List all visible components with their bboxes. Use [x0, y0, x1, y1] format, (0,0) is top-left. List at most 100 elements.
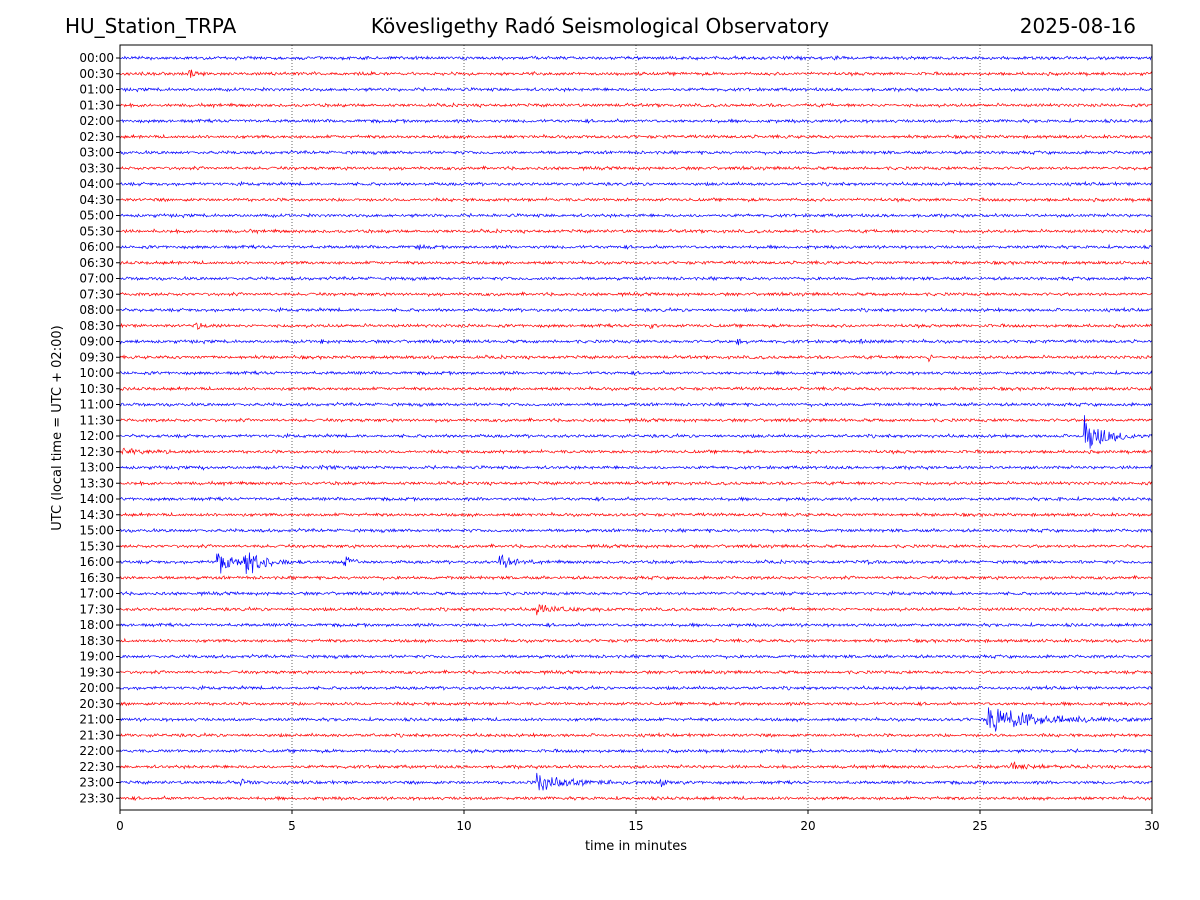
x-tick-label: 15 — [628, 819, 643, 833]
y-tick-label: 15:30 — [79, 539, 114, 553]
y-tick-label: 08:30 — [79, 319, 114, 333]
y-tick-label: 20:00 — [79, 681, 114, 695]
trace-2330 — [119, 795, 1153, 802]
y-tick-label: 11:00 — [79, 398, 114, 412]
x-tick-label: 30 — [1144, 819, 1159, 833]
y-tick-label: 04:30 — [79, 193, 114, 207]
y-tick-label: 02:30 — [79, 130, 114, 144]
trace-0830 — [119, 322, 1153, 331]
y-tick-label: 08:00 — [79, 303, 114, 317]
trace-0200 — [119, 117, 1153, 125]
trace-1600 — [119, 552, 1153, 574]
trace-1130 — [119, 417, 1153, 424]
x-tick-label: 0 — [116, 819, 124, 833]
trace-1100 — [119, 401, 1153, 408]
x-tick-label: 25 — [972, 819, 987, 833]
y-tick-label: 17:00 — [79, 587, 114, 601]
trace-1030 — [119, 385, 1153, 392]
trace-1300 — [119, 464, 1153, 471]
y-tick-label: 12:30 — [79, 445, 114, 459]
y-tick-label: 17:30 — [79, 602, 114, 616]
trace-1230 — [119, 447, 1153, 456]
trace-2300 — [119, 772, 1153, 791]
y-tick-label: 01:30 — [79, 98, 114, 112]
y-tick-label: 14:00 — [79, 492, 114, 506]
y-tick-label: 16:00 — [79, 555, 114, 569]
y-tick-label: 00:30 — [79, 67, 114, 81]
grid-lines — [291, 45, 981, 810]
x-axis-ticks: 0 5 10 15 20 25 30 — [116, 810, 1160, 833]
trace-rows — [119, 55, 1153, 802]
trace-0030 — [119, 69, 1153, 78]
y-tick-label: 06:00 — [79, 240, 114, 254]
y-axis-label: UTC (local time = UTC + 02:00) — [50, 325, 65, 530]
trace-2000 — [119, 684, 1153, 691]
y-tick-label: 10:00 — [79, 366, 114, 380]
y-tick-label: 07:00 — [79, 272, 114, 286]
record-date: 2025-08-16 — [1019, 14, 1136, 38]
y-tick-label: 05:30 — [79, 224, 114, 238]
y-tick-label: 22:00 — [79, 744, 114, 758]
trace-0230 — [119, 133, 1153, 140]
y-tick-label: 15:00 — [79, 524, 114, 538]
x-axis-label: time in minutes — [585, 839, 687, 854]
y-tick-label: 22:30 — [79, 760, 114, 774]
trace-1530 — [119, 543, 1153, 550]
y-tick-label: 00:00 — [79, 51, 114, 65]
trace-0600 — [119, 243, 1153, 251]
y-tick-label: 11:30 — [79, 413, 114, 427]
y-tick-label: 07:30 — [79, 287, 114, 301]
trace-0900 — [119, 338, 1153, 346]
y-tick-label: 13:30 — [79, 476, 114, 490]
trace-0700 — [119, 275, 1153, 282]
y-tick-label: 20:30 — [79, 697, 114, 711]
y-tick-label: 19:00 — [79, 650, 114, 664]
trace-0430 — [119, 196, 1153, 203]
y-tick-label: 14:30 — [79, 508, 114, 522]
x-tick-label: 10 — [456, 819, 471, 833]
y-tick-label: 23:00 — [79, 776, 114, 790]
y-tick-label: 04:00 — [79, 177, 114, 191]
trace-0130 — [119, 102, 1153, 109]
y-tick-label: 09:30 — [79, 350, 114, 364]
y-tick-label: 12:00 — [79, 429, 114, 443]
trace-2030 — [119, 700, 1153, 707]
y-tick-label: 18:30 — [79, 634, 114, 648]
trace-0630 — [119, 259, 1153, 266]
trace-1800 — [119, 621, 1153, 629]
y-tick-label: 23:30 — [79, 791, 114, 805]
trace-1900 — [119, 653, 1153, 660]
trace-0300 — [119, 149, 1153, 156]
observatory-title: Kövesligethy Radó Seismological Observat… — [370, 14, 830, 38]
trace-1400 — [119, 495, 1153, 503]
trace-1330 — [119, 480, 1153, 487]
station-name: HU_Station_TRPA — [65, 14, 237, 38]
trace-1000 — [119, 369, 1153, 377]
y-tick-label: 06:30 — [79, 256, 114, 270]
x-tick-label: 5 — [288, 819, 296, 833]
trace-0500 — [119, 212, 1153, 219]
y-tick-label: 19:30 — [79, 665, 114, 679]
trace-1830 — [119, 637, 1153, 644]
y-tick-label: 13:00 — [79, 461, 114, 475]
trace-1500 — [119, 527, 1153, 534]
y-tick-label: 10:30 — [79, 382, 114, 396]
y-tick-label: 01:00 — [79, 83, 114, 97]
y-tick-label: 18:00 — [79, 618, 114, 632]
trace-1730 — [119, 604, 1153, 616]
trace-2230 — [119, 761, 1153, 771]
trace-1700 — [119, 590, 1153, 597]
trace-1630 — [119, 574, 1153, 581]
trace-0930 — [119, 354, 1153, 363]
y-tick-label: 05:00 — [79, 209, 114, 223]
trace-1430 — [119, 511, 1153, 518]
trace-0730 — [119, 291, 1153, 298]
trace-2100 — [119, 707, 1153, 732]
y-tick-label: 09:00 — [79, 335, 114, 349]
y-tick-label: 21:30 — [79, 728, 114, 742]
y-tick-label: 16:30 — [79, 571, 114, 585]
trace-2200 — [119, 748, 1153, 755]
trace-0400 — [119, 180, 1153, 187]
